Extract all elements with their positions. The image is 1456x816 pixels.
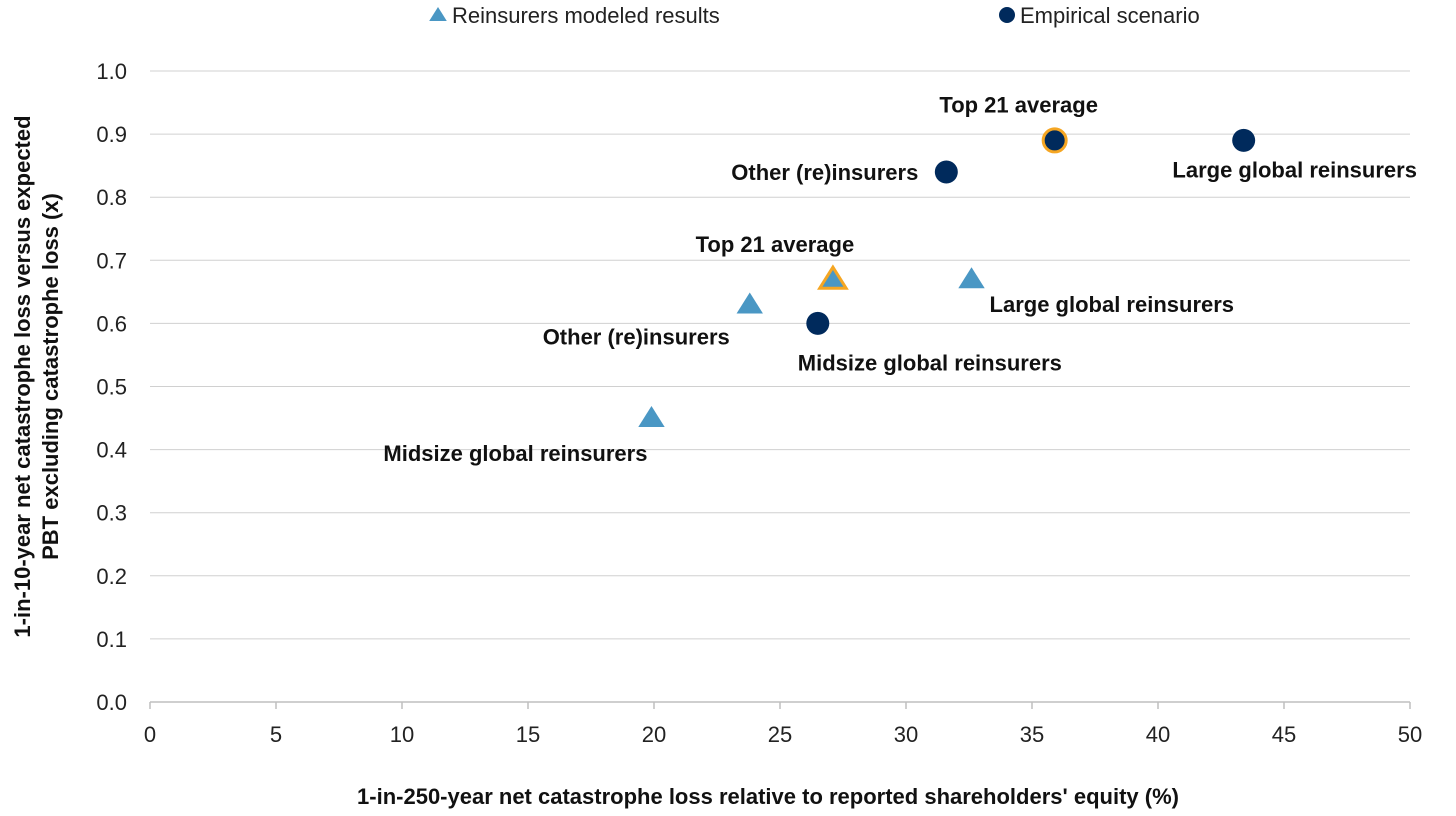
legend-item-empirical[interactable]: Empirical scenario	[999, 3, 1200, 28]
data-point-label: Large global reinsurers	[1172, 157, 1417, 182]
triangle-data-point[interactable]	[736, 292, 763, 314]
circle-marker-icon	[999, 7, 1015, 23]
triangle-data-point[interactable]	[638, 406, 665, 428]
circle-data-point[interactable]	[1041, 127, 1068, 154]
x-tick-labels: 0 5 10 15 20 25 30 35 40 45 50	[144, 702, 1422, 747]
grid-lines	[150, 70, 1410, 640]
y-tick-label: 0.7	[96, 248, 127, 273]
x-tick-label: 0	[144, 722, 156, 747]
data-point-label: Top 21 average	[696, 232, 855, 257]
data-point-label: Midsize global reinsurers	[798, 350, 1062, 375]
triangle-data-point[interactable]	[958, 267, 985, 289]
y-tick-label: 0.3	[96, 501, 127, 526]
triangle-data-point[interactable]	[817, 264, 849, 290]
y-tick-label: 0.2	[96, 564, 127, 589]
data-point-label: Top 21 average	[939, 92, 1098, 117]
y-tick-label: 0.0	[96, 690, 127, 715]
x-tick-label: 10	[390, 722, 414, 747]
y-tick-label: 0.4	[96, 438, 127, 463]
y-axis-title-line-1: 1-in-10-year net catastrophe loss versus…	[10, 115, 35, 637]
point-labels: Midsize global reinsurers Other (re)insur…	[383, 92, 1417, 466]
y-tick-label: 0.5	[96, 375, 127, 400]
legend: Reinsurers modeled results Empirical sce…	[429, 3, 1200, 28]
circle-data-point[interactable]	[1232, 128, 1256, 152]
x-tick-label: 35	[1020, 722, 1044, 747]
y-tick-label: 0.1	[96, 627, 127, 652]
circle-data-point[interactable]	[806, 311, 830, 335]
data-point-label: Midsize global reinsurers	[383, 441, 647, 466]
triangle-marker-icon	[429, 7, 447, 21]
y-tick-label: 0.9	[96, 122, 127, 147]
x-tick-label: 40	[1146, 722, 1170, 747]
legend-item-modeled[interactable]: Reinsurers modeled results	[429, 3, 720, 28]
y-tick-label: 0.6	[96, 311, 127, 336]
legend-label-modeled: Reinsurers modeled results	[452, 3, 720, 28]
x-tick-label: 20	[642, 722, 666, 747]
x-tick-label: 5	[270, 722, 282, 747]
data-point-label: Other (re)insurers	[731, 160, 918, 185]
y-tick-labels: 0.0 0.1 0.2 0.3 0.4 0.5 0.6 0.7 0.8 0.9 1.0	[96, 59, 127, 715]
x-tick-label: 15	[516, 722, 540, 747]
y-tick-label: 1.0	[96, 59, 127, 84]
x-tick-label: 50	[1398, 722, 1422, 747]
data-marks	[638, 127, 1256, 428]
x-tick-label: 45	[1272, 722, 1296, 747]
x-tick-label: 30	[894, 722, 918, 747]
y-axis-title-line-2: PBT excluding catastrophe loss (x)	[38, 193, 63, 560]
circle-data-point[interactable]	[934, 160, 958, 184]
x-axis-title: 1-in-250-year net catastrophe loss relat…	[357, 784, 1179, 809]
legend-label-empirical: Empirical scenario	[1020, 3, 1200, 28]
y-tick-label: 0.8	[96, 185, 127, 210]
data-point-label: Other (re)insurers	[543, 324, 730, 349]
data-point-label: Large global reinsurers	[990, 292, 1235, 317]
x-tick-label: 25	[768, 722, 792, 747]
